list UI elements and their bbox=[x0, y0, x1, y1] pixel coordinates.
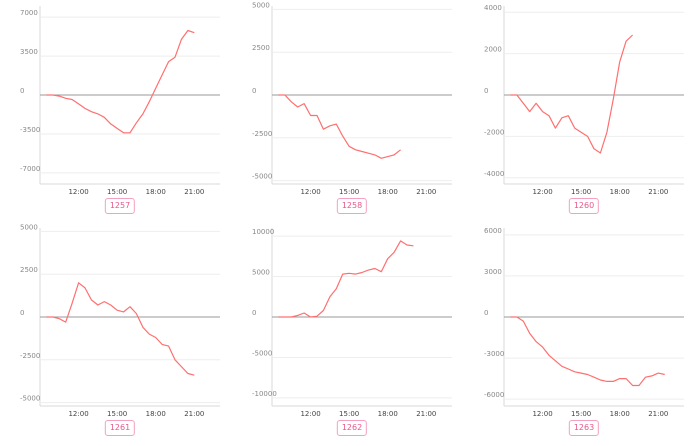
chart-label-badge[interactable]: 1257 bbox=[104, 198, 136, 214]
x-tick-label: 18:00 bbox=[610, 410, 630, 418]
series-line bbox=[278, 94, 401, 159]
y-tick-label: 5000 bbox=[252, 1, 270, 9]
y-tick-label: 6000 bbox=[484, 227, 502, 235]
y-tick-label: 2500 bbox=[20, 266, 38, 274]
y-tick-label: 0 bbox=[484, 309, 488, 317]
x-tick-label: 21:00 bbox=[416, 188, 436, 196]
x-tick-label: 15:00 bbox=[571, 410, 591, 418]
chart-1261: 5000 2500 0 -2500 -5000 12:00 15:00 18:00 21:00 bbox=[20, 223, 220, 418]
chart-1262: 10000 5000 0 -5000 -10000 12:00 15:00 18:00 21:0… bbox=[252, 228, 452, 418]
x-tick-label: 15:00 bbox=[107, 188, 127, 196]
series-line bbox=[510, 316, 665, 387]
x-tick-label: 21:00 bbox=[184, 188, 204, 196]
chart-1258: 5000 2500 0 -2500 -5000 12:00 15:00 18:00 21:00 bbox=[252, 1, 452, 196]
x-tick-label: 12:00 bbox=[300, 188, 320, 196]
series-line bbox=[510, 34, 634, 154]
y-tick-label: -2500 bbox=[20, 352, 40, 360]
x-tick-label: 18:00 bbox=[146, 188, 166, 196]
x-tick-label: 18:00 bbox=[378, 410, 398, 418]
y-tick-label: -7000 bbox=[20, 165, 40, 173]
chart-panel-1258: 5000 2500 0 -2500 -5000 12:00 15:00 18:00 21:00 … bbox=[242, 0, 462, 216]
chart-panel-1262: 10000 5000 0 -5000 -10000 12:00 15:00 18:00 21:0… bbox=[242, 222, 462, 438]
chart-label-badge[interactable]: 1262 bbox=[336, 420, 368, 436]
y-tick-label: 4000 bbox=[484, 4, 502, 12]
y-tick-label: -4000 bbox=[484, 170, 504, 178]
chart-label-badge[interactable]: 1263 bbox=[568, 420, 600, 436]
y-tick-label: 0 bbox=[252, 309, 256, 317]
chart-label-badge[interactable]: 1258 bbox=[336, 198, 368, 214]
x-tick-label: 12:00 bbox=[68, 188, 88, 196]
y-tick-label: -5000 bbox=[252, 349, 272, 357]
chart-panel-1260: 4000 2000 0 -2000 -4000 12:00 15:00 18:00 21:00 … bbox=[474, 0, 694, 216]
chart-label-badge[interactable]: 1260 bbox=[568, 198, 600, 214]
y-tick-label: -2500 bbox=[252, 130, 272, 138]
chart-1263: 6000 3000 0 -3000 -6000 12:00 15:00 18:00 21:00 bbox=[484, 227, 684, 418]
x-tick-label: 12:00 bbox=[532, 410, 552, 418]
y-tick-label: 2000 bbox=[484, 46, 502, 54]
y-tick-label: 0 bbox=[252, 87, 256, 95]
series-line bbox=[278, 240, 414, 318]
y-tick-label: 3000 bbox=[484, 268, 502, 276]
x-tick-label: 12:00 bbox=[532, 188, 552, 196]
y-tick-label: 5000 bbox=[252, 269, 270, 277]
x-tick-label: 15:00 bbox=[339, 188, 359, 196]
y-tick-label: 10000 bbox=[252, 228, 274, 236]
x-tick-label: 12:00 bbox=[68, 410, 88, 418]
chart-panel-1261: 5000 2500 0 -2500 -5000 12:00 15:00 18:00 21:00 … bbox=[10, 222, 230, 438]
series-line bbox=[46, 29, 195, 134]
y-tick-label: -3000 bbox=[484, 350, 504, 358]
y-tick-label: -3500 bbox=[20, 126, 40, 134]
y-tick-label: 0 bbox=[20, 87, 24, 95]
x-tick-label: 21:00 bbox=[648, 410, 668, 418]
chart-label-badge[interactable]: 1261 bbox=[104, 420, 136, 436]
x-tick-label: 15:00 bbox=[339, 410, 359, 418]
y-tick-label: -6000 bbox=[484, 391, 504, 399]
chart-1257: 7000 3500 0 -3500 -7000 12:00 15:00 18:00 21:00 bbox=[20, 6, 220, 196]
x-tick-label: 18:00 bbox=[146, 410, 166, 418]
x-tick-label: 21:00 bbox=[416, 410, 436, 418]
x-tick-label: 21:00 bbox=[648, 188, 668, 196]
y-tick-label: 2500 bbox=[252, 44, 270, 52]
chart-1260: 4000 2000 0 -2000 -4000 12:00 15:00 18:00 21:00 bbox=[484, 4, 684, 196]
y-tick-label: 7000 bbox=[20, 9, 38, 17]
series-line bbox=[46, 282, 195, 376]
x-tick-label: 21:00 bbox=[184, 410, 204, 418]
y-tick-label: -2000 bbox=[484, 128, 504, 136]
y-tick-label: 0 bbox=[484, 87, 488, 95]
y-tick-label: 3500 bbox=[20, 48, 38, 56]
chart-panel-1263: 6000 3000 0 -3000 -6000 12:00 15:00 18:00 21:00 … bbox=[474, 222, 694, 438]
chart-panel-1257: 7000 3500 0 -3500 -7000 12:00 15:00 18:00 21:00 … bbox=[10, 0, 230, 216]
y-tick-label: -5000 bbox=[252, 173, 272, 181]
y-tick-label: -5000 bbox=[20, 395, 40, 403]
y-tick-label: 0 bbox=[20, 309, 24, 317]
y-tick-label: -10000 bbox=[252, 390, 277, 398]
x-tick-label: 18:00 bbox=[610, 188, 630, 196]
y-tick-label: 5000 bbox=[20, 223, 38, 231]
x-tick-label: 15:00 bbox=[571, 188, 591, 196]
x-tick-label: 18:00 bbox=[378, 188, 398, 196]
x-tick-label: 15:00 bbox=[107, 410, 127, 418]
x-tick-label: 12:00 bbox=[300, 410, 320, 418]
